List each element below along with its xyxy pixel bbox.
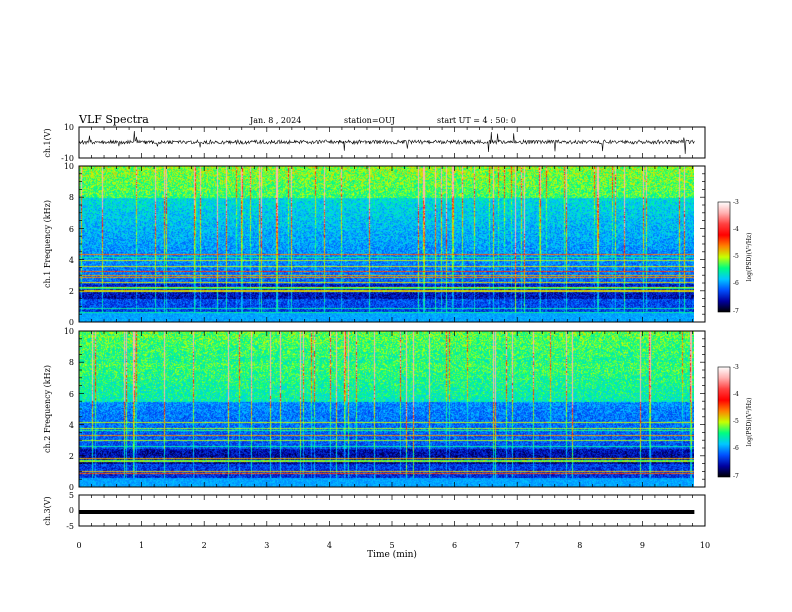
ch3-ytick-bottom: -5: [66, 522, 74, 531]
ch2-colorbar: [717, 366, 731, 478]
ch1-spec-ytick-8: 8: [69, 193, 74, 202]
x-tick-label-10: 10: [700, 541, 710, 550]
x-tick-label-6: 6: [452, 541, 457, 550]
ch3-ytick-top: 5: [69, 491, 74, 500]
ch1-ytick-top: 10: [64, 123, 74, 132]
x-tick-label-1: 1: [139, 541, 144, 550]
chart-title: VLF Spectra: [78, 113, 149, 126]
ch2-spec-ytick-10: 10: [64, 327, 74, 336]
ch2-spec-ytick-8: 8: [69, 358, 74, 367]
x-tick-label-4: 4: [327, 541, 332, 550]
ch1-colorbar-tick-m4: -4: [733, 226, 739, 233]
x-tick-label-5: 5: [389, 541, 394, 550]
ch1-spec-ytick-0: 0: [69, 318, 74, 327]
ch2-colorbar-label: log(PSD)(V²/Hz): [746, 398, 753, 447]
x-tick-label-3: 3: [264, 541, 269, 550]
ch1-colorbar-label: log(PSD)(V²/Hz): [746, 233, 753, 282]
ch1-spectrogram-image: [79, 166, 694, 322]
ch1-spec-ytick-6: 6: [69, 225, 74, 234]
ch2-spec-ytick-0: 0: [69, 483, 74, 492]
ch1-ytick-bottom: -10: [61, 154, 74, 163]
ch2-spectrogram-ylabel: ch.2 Frequency (kHz): [43, 365, 52, 453]
axis-tick-marks: [78, 127, 706, 526]
ch1-spec-ytick-10: 10: [64, 162, 74, 171]
x-tick-label-0: 0: [76, 541, 81, 550]
ch1-spec-ytick-2: 2: [69, 287, 74, 296]
ch2-colorbar-tick-m7: -7: [733, 473, 739, 480]
header-start-time: start UT = 4 : 50: 0: [437, 116, 516, 125]
ch1-spectrogram-ylabel: ch.1 Frequency (kHz): [43, 200, 52, 288]
ch2-colorbar-tick-m3: -3: [733, 364, 739, 371]
x-axis-tick-labels: 0 1 2 3 4 5 6 7 8 9 10: [76, 541, 710, 550]
ch1-waveform-ylabel: ch.1(V): [43, 128, 52, 157]
x-tick-label-7: 7: [515, 541, 520, 550]
ch1-spec-ytick-4: 4: [69, 256, 74, 265]
ch1-colorbar-tick-m5: -5: [733, 253, 739, 260]
ch2-spec-ytick-4: 4: [69, 421, 74, 430]
header-date: Jan. 8 , 2024: [249, 116, 301, 125]
ch1-waveform-line: [78, 130, 695, 154]
x-tick-label-9: 9: [640, 541, 645, 550]
ch2-colorbar-tick-m5: -5: [733, 418, 739, 425]
x-tick-label-8: 8: [577, 541, 582, 550]
header-station: station=OUJ: [344, 116, 395, 125]
ch2-spec-ytick-2: 2: [69, 452, 74, 461]
ch2-spec-ytick-6: 6: [69, 390, 74, 399]
x-axis-label: Time (min): [367, 549, 417, 560]
ch2-spectrogram-image: [79, 331, 694, 487]
ch2-colorbar-tick-m4: -4: [733, 391, 739, 398]
ch2-colorbar-tick-m6: -6: [733, 445, 739, 452]
ch1-colorbar: [717, 201, 731, 313]
ch1-colorbar-tick-m3: -3: [733, 199, 739, 206]
ch3-ytick-mid: 0: [69, 506, 74, 515]
ch1-colorbar-tick-m6: -6: [733, 280, 739, 287]
ch2-spectrogram-panel: 0 2 4 6 8 10 ch.2 Frequency (kHz) -3 -4 …: [43, 327, 753, 492]
ch1-spectrogram-panel: 0 2 4 6 8 10 ch.1 Frequency (kHz) -3 -4 …: [43, 162, 753, 327]
ch1-waveform-panel: 10 -10 ch.1(V): [43, 123, 706, 163]
ch1-colorbar-tick-m7: -7: [733, 308, 739, 315]
ch3-waveform-panel: 5 0 -5 ch.3(V): [43, 491, 706, 531]
ch3-waveform-ylabel: ch.3(V): [43, 496, 52, 525]
x-tick-label-2: 2: [202, 541, 207, 550]
ch3-waveform-line: [79, 510, 695, 514]
